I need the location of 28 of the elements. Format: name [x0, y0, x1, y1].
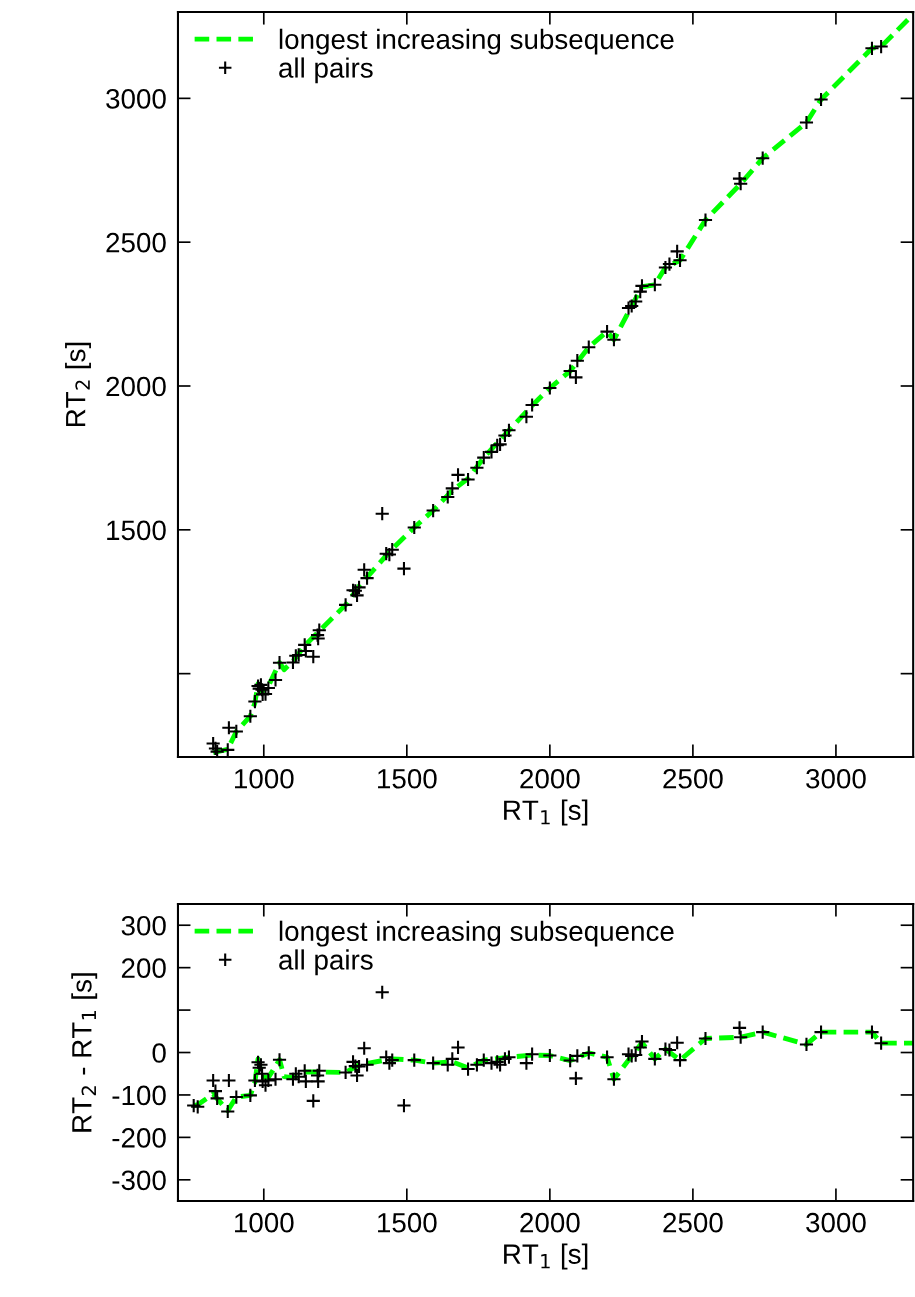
- x-tick-label: 3000: [806, 1212, 866, 1233]
- y-axis-title: RT$_{2}$ [s]: [65, 342, 91, 427]
- y-tick-label: 2500: [106, 232, 166, 253]
- x-tick-label: 2000: [520, 768, 580, 789]
- y-tick-label: 3000: [106, 89, 166, 109]
- legend-label: longest increasing subsequence: [279, 920, 674, 947]
- x-tick-label: 3000: [806, 768, 866, 789]
- y-axis-title: RT$_{2}$ - RT$_{1}$ [s]: [71, 973, 98, 1132]
- x-tick-label: 2000: [520, 1212, 580, 1233]
- x-tick-label: 2500: [663, 1212, 723, 1233]
- y-tick-label: -300: [112, 1170, 166, 1191]
- y-tick-label: 1500: [107, 520, 166, 541]
- y-tick-label: 0: [152, 1043, 166, 1063]
- y-tick-label: 2000: [106, 376, 166, 397]
- legend-label: longest increasing subsequence: [279, 28, 674, 55]
- x-axis-title: RT$_{1}$ [s]: [504, 1243, 588, 1270]
- y-tick-label: 200: [121, 958, 166, 978]
- x-tick-label: 1500: [378, 1212, 437, 1233]
- x-tick-label: 1000: [235, 768, 294, 789]
- y-tick-label: -100: [112, 1085, 166, 1106]
- x-axis-title: RT$_{1}$ [s]: [504, 799, 588, 826]
- legend-label: all pairs: [279, 57, 373, 84]
- legend-label: all pairs: [279, 949, 373, 976]
- y-tick-label: 300: [121, 915, 166, 936]
- y-tick-label: -200: [112, 1128, 166, 1148]
- x-tick-label: 1500: [378, 768, 437, 789]
- x-tick-label: 1000: [235, 1212, 294, 1233]
- x-tick-label: 2500: [663, 768, 723, 789]
